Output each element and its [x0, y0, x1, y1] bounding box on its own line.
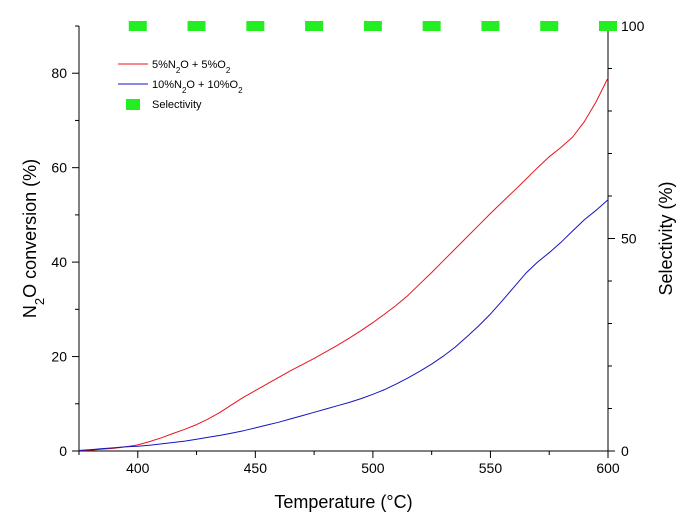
- y-left-tick-label: 20: [51, 349, 67, 365]
- selectivity-marker: [187, 21, 206, 31]
- legend-label-1: 10%N2O + 10%O2: [152, 79, 243, 95]
- y-left-tick-label: 0: [59, 443, 67, 459]
- series-line-0: [78, 77, 609, 451]
- legend-label-0: 5%N2O + 5%O2: [152, 59, 231, 75]
- x-tick-label: 450: [244, 460, 268, 476]
- x-tick-label: 600: [596, 460, 620, 476]
- legend-marker-selectivity: [126, 99, 140, 110]
- x-tick-label: 550: [479, 460, 503, 476]
- selectivity-marker: [246, 21, 265, 31]
- y-left-tick-label: 60: [51, 160, 67, 176]
- selectivity-marker: [305, 21, 324, 31]
- legend-label-2: Selectivity: [152, 99, 202, 111]
- selectivity-marker: [363, 21, 382, 31]
- selectivity-marker: [481, 21, 500, 31]
- y-right-tick-label: 50: [621, 231, 637, 247]
- y-right-axis-title: Selectivity (%): [656, 181, 676, 295]
- selectivity-marker: [128, 21, 147, 31]
- y-left-tick-label: 80: [51, 65, 67, 81]
- series-line-1: [78, 199, 609, 451]
- x-tick-label: 500: [361, 460, 385, 476]
- x-tick-label: 400: [126, 460, 150, 476]
- y-left-axis-title: N2O conversion (%): [20, 159, 47, 318]
- y-left-tick-label: 40: [51, 254, 67, 270]
- selectivity-marker: [599, 21, 617, 31]
- selectivity-marker: [540, 21, 559, 31]
- y-right-tick-label: 100: [621, 18, 645, 34]
- y-right-tick-label: 0: [621, 443, 629, 459]
- x-axis-title: Temperature (°C): [274, 492, 412, 512]
- selectivity-marker: [422, 21, 441, 31]
